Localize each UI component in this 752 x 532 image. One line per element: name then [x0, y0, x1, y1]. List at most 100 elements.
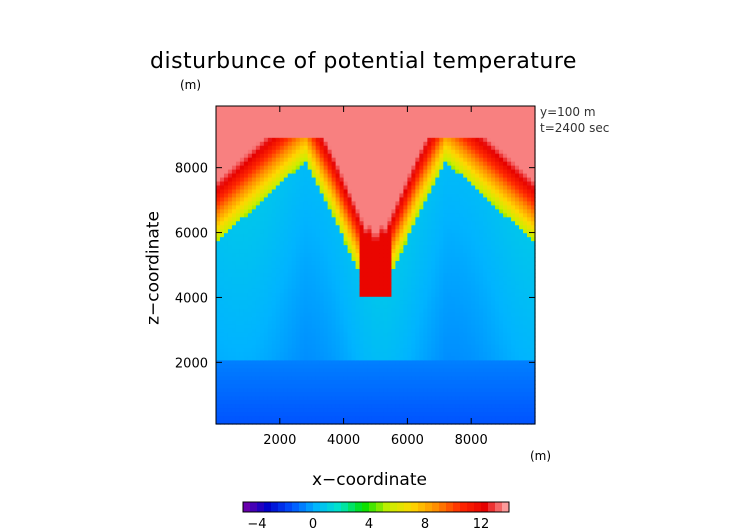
heatmap-cell: [363, 113, 369, 119]
heatmap-cell: [387, 233, 393, 238]
heatmap-cell: [415, 336, 420, 342]
heatmap-cell: [307, 300, 313, 306]
heatmap-cell: [427, 336, 432, 342]
heatmap-cell: [431, 376, 436, 381]
heatmap-cell: [231, 193, 237, 199]
heatmap-cell: [247, 312, 253, 318]
heatmap-cell: [299, 197, 305, 203]
heatmap-cell: [315, 336, 321, 342]
heatmap-cell: [287, 233, 293, 238]
heatmap-cell: [455, 261, 460, 266]
heatmap-cell: [279, 253, 285, 258]
heatmap-cell: [223, 161, 229, 167]
heatmap-cell: [383, 404, 389, 409]
heatmap-cell: [311, 133, 317, 139]
heatmap-cell: [291, 209, 297, 214]
heatmap-cell: [239, 404, 245, 409]
heatmap-cell: [339, 145, 345, 151]
heatmap-cell: [347, 296, 353, 302]
heatmap-cell: [251, 324, 257, 330]
heatmap-cell: [419, 241, 424, 246]
heatmap-cell: [327, 356, 333, 362]
heatmap-cell: [371, 336, 377, 342]
heatmap-cell: [459, 356, 464, 362]
heatmap-cell: [303, 106, 309, 111]
heatmap-cell: [399, 229, 405, 234]
heatmap-cell: [427, 213, 432, 218]
heatmap-cell: [263, 241, 269, 246]
heatmap-cell: [307, 165, 313, 171]
heatmap-cell: [407, 416, 412, 421]
heatmap-cell: [447, 304, 452, 310]
heatmap-cell: [351, 412, 357, 417]
heatmap-cell: [303, 237, 309, 242]
heatmap-cell: [455, 157, 460, 163]
heatmap-cell: [351, 372, 357, 377]
heatmap-cell: [299, 312, 305, 318]
heatmap-cell: [359, 229, 365, 234]
heatmap-cell: [343, 296, 349, 302]
heatmap-cell: [323, 253, 329, 258]
heatmap-cell: [335, 141, 341, 147]
heatmap-cell: [359, 165, 365, 171]
heatmap-cell: [275, 189, 281, 195]
heatmap-cell: [351, 340, 357, 346]
heatmap-cell: [451, 106, 456, 111]
heatmap-cell: [343, 213, 349, 218]
heatmap-cell: [367, 384, 373, 389]
heatmap-cell: [287, 237, 293, 242]
heatmap-cell: [391, 213, 397, 218]
heatmap-cell: [227, 106, 233, 111]
heatmap-cell: [216, 384, 221, 389]
heatmap-cell: [315, 316, 321, 322]
heatmap-cell: [319, 284, 325, 290]
heatmap-cell: [395, 392, 401, 397]
heatmap-cell: [271, 328, 277, 334]
heatmap-cell: [216, 205, 221, 210]
heatmap-cell: [391, 205, 397, 210]
heatmap-cell: [347, 193, 353, 199]
heatmap-cell: [247, 189, 253, 195]
heatmap-cell: [423, 344, 428, 350]
heatmap-cell: [423, 197, 428, 203]
heatmap-cell: [387, 268, 393, 274]
heatmap-cell: [251, 372, 257, 377]
heatmap-cell: [391, 312, 397, 318]
heatmap-cell: [279, 145, 285, 151]
heatmap-cell: [383, 265, 389, 270]
heatmap-cell: [287, 348, 293, 354]
heatmap-cell: [283, 113, 289, 119]
heatmap-cell: [227, 177, 233, 183]
heatmap-cell: [451, 268, 456, 274]
heatmap-cell: [347, 137, 353, 143]
heatmap-cell: [351, 121, 357, 127]
heatmap-cell: [291, 384, 297, 389]
heatmap-cell: [391, 416, 397, 421]
heatmap-cell: [216, 245, 221, 250]
heatmap-cell: [371, 241, 377, 246]
heatmap-cell: [295, 106, 301, 111]
heatmap-cell: [351, 388, 357, 393]
heatmap-cell: [451, 113, 456, 119]
heatmap-cell: [315, 257, 321, 262]
heatmap-cell: [255, 376, 261, 381]
heatmap-cell: [439, 205, 444, 210]
heatmap-cell: [371, 416, 377, 421]
heatmap-cell: [367, 217, 373, 222]
heatmap-cell: [403, 388, 408, 393]
heatmap-cell: [239, 189, 245, 195]
heatmap-cell: [331, 265, 337, 270]
heatmap-cell: [255, 153, 261, 159]
heatmap-cell: [459, 149, 464, 155]
heatmap-cell: [259, 125, 265, 131]
heatmap-cell: [239, 213, 245, 218]
heatmap-cell: [443, 213, 448, 218]
heatmap-cell: [235, 380, 241, 385]
heatmap-cell: [375, 221, 381, 226]
heatmap-cell: [295, 197, 301, 203]
heatmap-cell: [419, 261, 424, 266]
heatmap-cell: [291, 157, 297, 163]
heatmap-cell: [451, 129, 456, 135]
heatmap-cell: [419, 268, 424, 274]
heatmap-cell: [216, 392, 221, 397]
